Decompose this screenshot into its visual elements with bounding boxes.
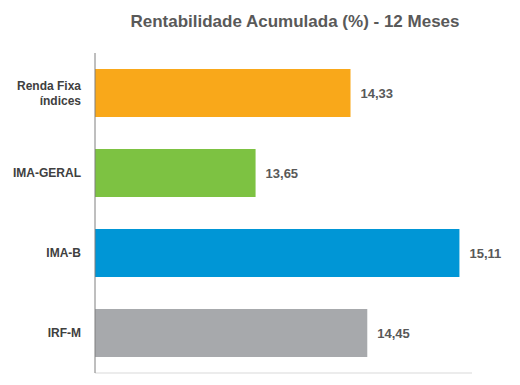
- svg-text:IRF-M: IRF-M: [48, 326, 81, 340]
- svg-text:14,45: 14,45: [377, 326, 410, 341]
- svg-text:Renda Fixaíndices: Renda Fixaíndices: [17, 79, 81, 108]
- svg-text:13,65: 13,65: [266, 166, 299, 181]
- svg-text:IMA-GERAL: IMA-GERAL: [13, 166, 81, 180]
- svg-text:15,11: 15,11: [469, 246, 501, 261]
- svg-text:IMA-B: IMA-B: [46, 246, 81, 260]
- html-text:Rentabilidade Acumulada (%) -: Rentabilidade Acumulada (%) - 12 Meses: [130, 12, 460, 31]
- svg-text:14,33: 14,33: [361, 86, 394, 101]
